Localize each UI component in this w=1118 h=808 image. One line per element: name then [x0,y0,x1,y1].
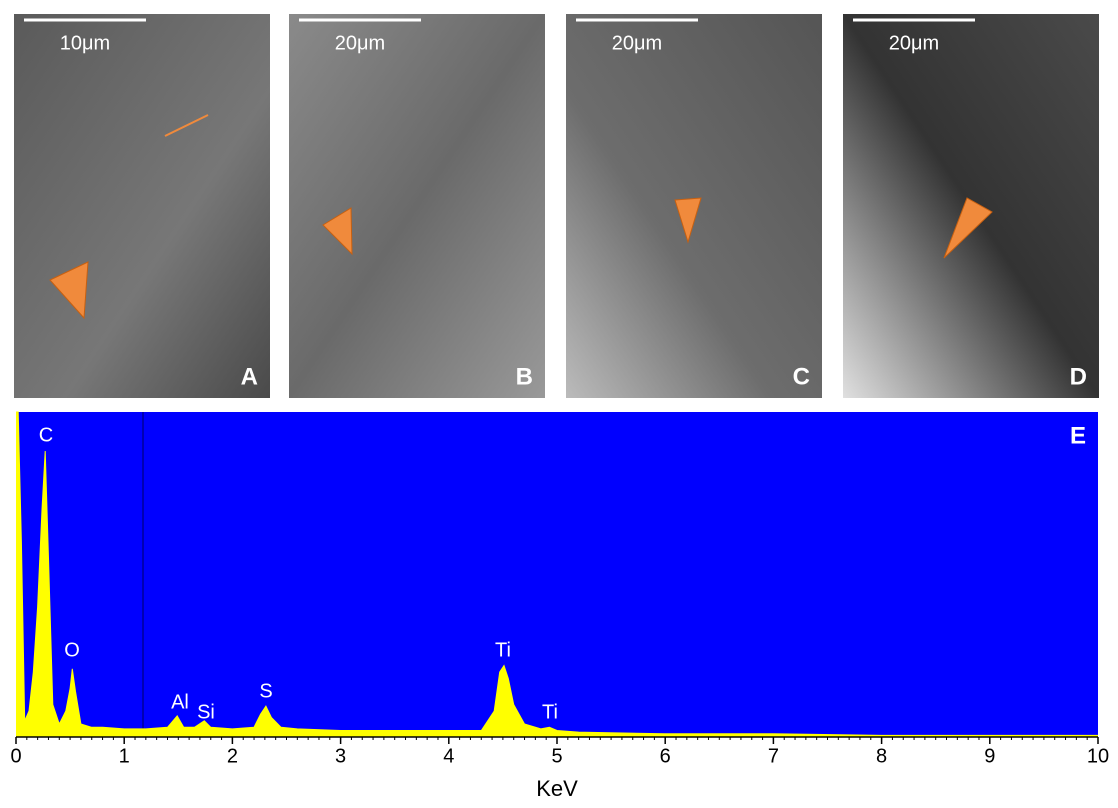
x-tick-label: 0 [10,745,21,767]
sem-image [14,14,270,398]
panel-label: C [793,363,810,390]
x-tick-label: 10 [1087,745,1109,767]
x-tick-label: 1 [119,745,130,767]
spectrum-chart: 0 1 2 3 4 5 6 7 8 9 10 KeV E C O Al Si S Ti Ti [10,412,1109,801]
scale-bar-label: 10μm [60,32,110,54]
x-tick-label: 3 [335,745,346,767]
x-tick-label: 5 [551,745,562,767]
panel-label: D [1070,363,1087,390]
x-tick-label: 2 [227,745,238,767]
scale-bar-label: 20μm [612,32,662,54]
peak-label: Ti [495,639,511,661]
peak-label: O [64,639,80,661]
scale-bar-label: 20μm [335,32,385,54]
peak-label: C [39,424,53,446]
sem-panels: 10μm A 20μm B 20μm C 20μm D [14,14,1099,398]
x-tick-label: 8 [876,745,887,767]
peak-label: Ti [542,701,558,723]
panel-label: E [1070,422,1086,449]
scale-bar-label: 20μm [889,32,939,54]
x-tick-label: 6 [660,745,671,767]
peak-label: S [259,680,272,702]
x-axis-label: KeV [536,776,578,801]
panel-label: B [516,363,533,390]
x-tick-label: 7 [768,745,779,767]
plot-background [16,412,1098,737]
figure: 10μm A 20μm B 20μm C 20μm D 0 1 2 3 4 5 6 7 8 9 10 KeV E C O A… [0,0,1118,803]
peak-label: Si [197,701,215,723]
x-tick-label: 9 [984,745,995,767]
peak-label: Al [171,691,189,713]
panel-label: A [241,363,258,390]
x-tick-label: 4 [443,745,454,767]
sem-image [289,14,545,398]
